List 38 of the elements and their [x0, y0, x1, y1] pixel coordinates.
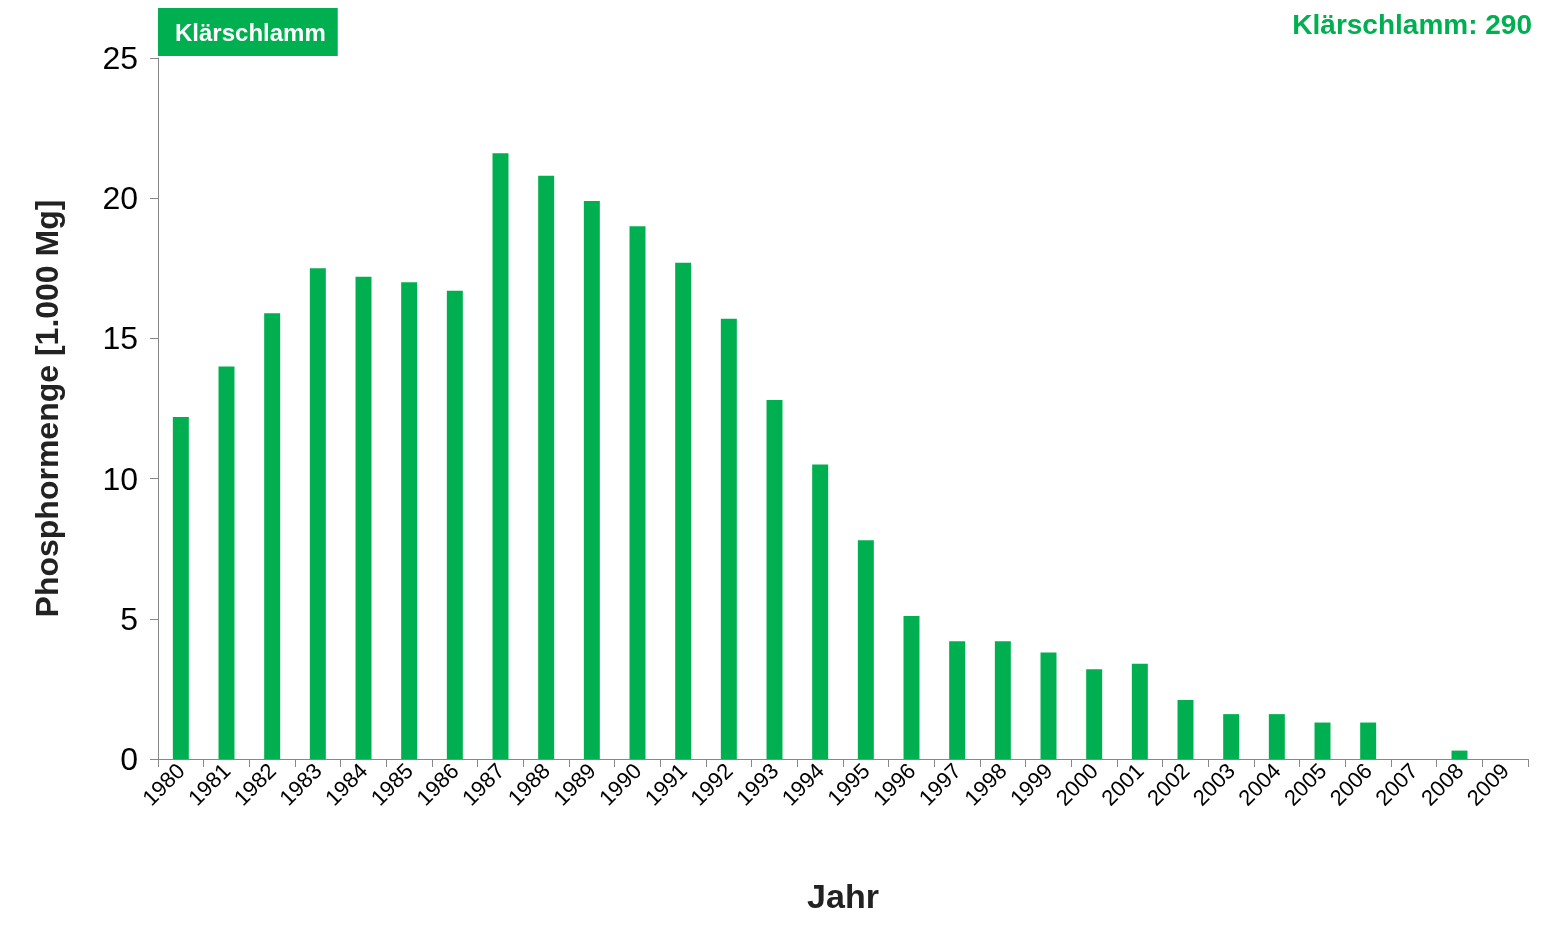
bar	[1360, 722, 1377, 759]
bar	[172, 416, 189, 759]
text: Klärschlamm	[175, 18, 326, 46]
bar	[1223, 714, 1240, 759]
y-tick-label: 15	[102, 320, 138, 357]
bar	[492, 153, 509, 759]
y-tick-label: 10	[102, 460, 138, 497]
bar	[1451, 750, 1468, 759]
text: Klärschlamm: 290	[1292, 8, 1533, 40]
bar	[264, 313, 281, 759]
bar	[812, 464, 829, 759]
y-tick-label: 5	[120, 600, 138, 637]
bar	[538, 175, 555, 759]
x-axis-title: Jahr	[807, 877, 879, 915]
bar	[994, 641, 1011, 759]
bar	[1131, 663, 1148, 759]
bar	[1086, 669, 1103, 759]
bar	[1314, 722, 1331, 759]
bar	[1040, 652, 1057, 759]
bar	[218, 366, 235, 759]
y-tick-label: 20	[102, 180, 138, 217]
bar	[675, 262, 692, 759]
y-tick-label: 0	[120, 741, 138, 777]
bar	[583, 201, 600, 759]
bar	[401, 282, 418, 759]
bar	[355, 276, 372, 759]
bar	[309, 268, 326, 759]
bar	[766, 400, 783, 759]
bar	[903, 616, 920, 759]
y-tick-label: 25	[102, 40, 138, 76]
bar	[857, 540, 874, 759]
bar	[446, 290, 463, 759]
bar	[1268, 714, 1285, 759]
bar	[949, 641, 966, 759]
bar	[629, 226, 646, 759]
bar	[720, 318, 737, 759]
bar	[1177, 700, 1194, 759]
y-axis-title: Phosphormenge [1.000 Mg]	[29, 199, 65, 618]
